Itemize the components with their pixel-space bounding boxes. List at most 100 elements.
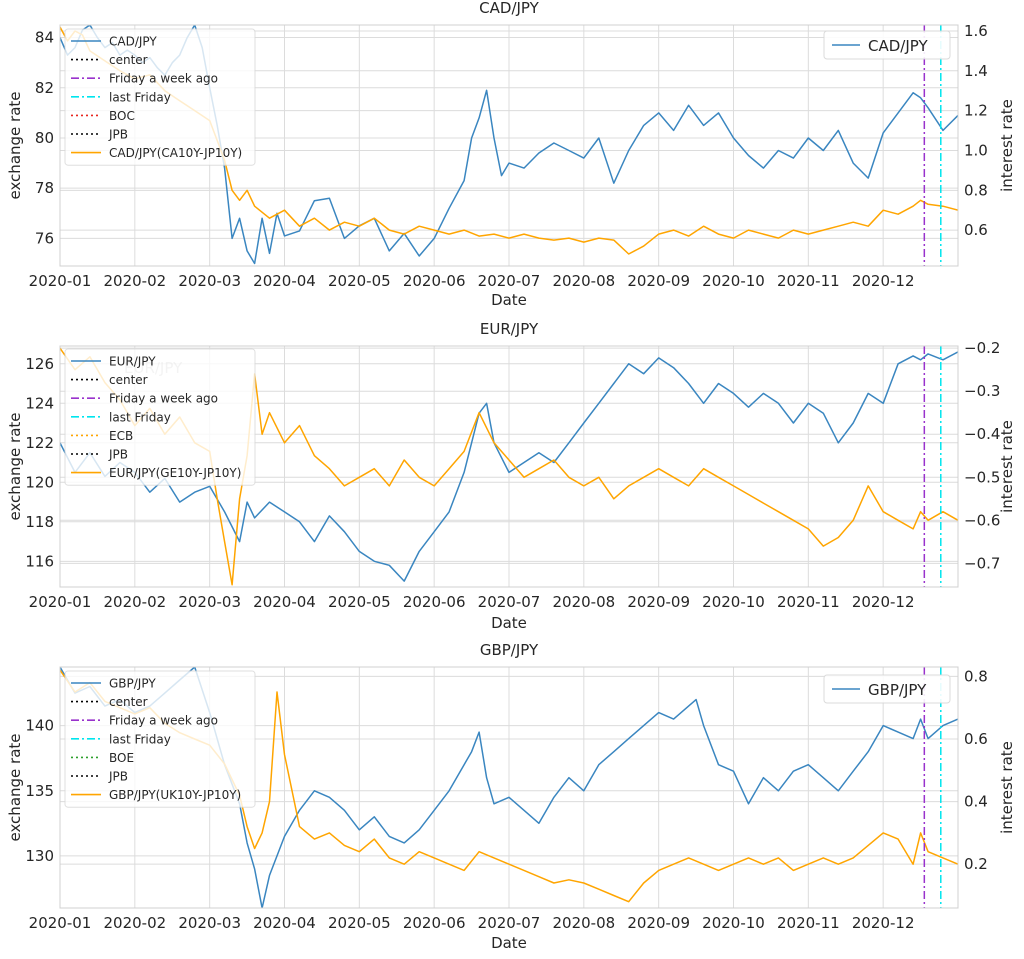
legend-entry-label: BOC <box>109 109 135 123</box>
x-tick-label: 2020-01 <box>29 272 92 290</box>
y-left-tick-label: 126 <box>25 355 54 373</box>
x-tick-label: 2020-03 <box>178 272 241 290</box>
y-left-tick-label: 135 <box>25 782 54 800</box>
x-tick-label: 2020-06 <box>403 914 466 932</box>
legend-entry-label: JPB <box>108 128 128 142</box>
main-legend-box <box>64 670 256 808</box>
y-left-axis-label: exchange rate <box>6 733 24 841</box>
legend-entry-label: last Friday <box>109 732 171 746</box>
x-tick-label: 2020-03 <box>178 593 241 611</box>
secondary-legend-label: GBP/JPY <box>868 681 927 699</box>
x-tick-label: 2020-02 <box>103 272 166 290</box>
legend-entry-label: CAD/JPY(CA10Y-JP10Y) <box>109 146 242 160</box>
y-left-axis-label: exchange rate <box>6 412 24 520</box>
y-left-tick-label: 80 <box>35 129 54 147</box>
main-legend: EUR/JPY center Friday a week ago last Frida… <box>64 348 256 486</box>
legend-entry-label: GBP/JPY(UK10Y-JP10Y) <box>109 788 241 802</box>
y-left-tick-label: 118 <box>25 513 54 531</box>
y-right-tick-label: 1.4 <box>964 62 988 80</box>
x-tick-label: 2020-02 <box>103 914 166 932</box>
y-left-tick-label: 130 <box>25 847 54 865</box>
x-tick-label: 2020-05 <box>328 914 391 932</box>
legend-entry-label: last Friday <box>109 90 171 104</box>
y-left-tick-label: 76 <box>35 229 54 247</box>
legend-entry-label: center <box>109 373 148 387</box>
y-right-tick-label: −0.3 <box>964 382 1000 400</box>
x-tick-label: 2020-11 <box>777 272 840 290</box>
plot-frame <box>59 666 959 909</box>
y-right-tick-label: 0.8 <box>964 181 988 199</box>
y-left-tick-label: 82 <box>35 79 54 97</box>
x-tick-label: 2020-02 <box>103 593 166 611</box>
x-tick-label: 2020-09 <box>627 593 690 611</box>
secondary-legend-box <box>823 30 951 60</box>
x-axis-label: Date <box>491 934 527 952</box>
main-legend-box <box>64 348 256 486</box>
x-axis-label: Date <box>491 614 527 632</box>
x-tick-label: 2020-10 <box>702 272 765 290</box>
plot-frame <box>59 24 959 267</box>
y-right-tick-label: 0.2 <box>964 855 988 873</box>
legend-entry-label: GBP/JPY <box>109 677 156 691</box>
y-right-axis-label: interest rate <box>998 741 1016 834</box>
legend-entry-label: center <box>109 695 148 709</box>
y-left-tick-label: 124 <box>25 394 54 412</box>
y-right-tick-label: −0.2 <box>964 339 1000 357</box>
x-tick-label: 2020-08 <box>552 914 615 932</box>
x-tick-label: 2020-07 <box>478 914 541 932</box>
secondary-legend: GBP/JPY <box>823 674 951 704</box>
plot-frame <box>59 345 959 588</box>
chart-panel-gbp-jpy: GBP/JPY 2020-01 2020-02 2020-03 2020-04 2020-… <box>6 641 1016 952</box>
y-left-tick-label: 116 <box>25 552 54 570</box>
y-right-tick-label: 1.2 <box>964 102 988 120</box>
y-left-tick-label: 122 <box>25 434 54 452</box>
x-tick-label: 2020-04 <box>253 914 316 932</box>
main-legend: GBP/JPY center Friday a week ago last Frida… <box>64 670 256 808</box>
x-tick-label: 2020-04 <box>253 593 316 611</box>
x-tick-label: 2020-03 <box>178 914 241 932</box>
legend-entry-label: center <box>109 53 148 67</box>
y-left-tick-label: 84 <box>35 29 54 47</box>
x-tick-label: 2020-10 <box>702 914 765 932</box>
x-tick-label: 2020-07 <box>478 593 541 611</box>
x-tick-label: 2020-12 <box>852 593 915 611</box>
x-tick-label: 2020-04 <box>253 272 316 290</box>
interest-spread-line <box>60 347 958 586</box>
legend-entry-label: JPB <box>108 770 128 784</box>
y-right-tick-label: −0.6 <box>964 511 1000 529</box>
y-left-tick-label: 140 <box>25 717 54 735</box>
main-legend-box <box>64 28 256 166</box>
x-tick-label: 2020-01 <box>29 914 92 932</box>
x-tick-label: 2020-05 <box>328 593 391 611</box>
legend-entry-label: Friday a week ago <box>109 392 218 406</box>
plot-layer <box>60 346 958 587</box>
secondary-legend-label: CAD/JPY <box>868 37 928 55</box>
chart-title: GBP/JPY <box>480 641 539 659</box>
x-tick-label: 2020-05 <box>328 272 391 290</box>
x-tick-label: 2020-07 <box>478 272 541 290</box>
legend-entry-label: Friday a week ago <box>109 714 218 728</box>
legend-entry-label: Friday a week ago <box>109 72 218 86</box>
x-tick-label: 2020-10 <box>702 593 765 611</box>
legend-entry-label: EUR/JPY <box>109 355 156 369</box>
y-left-axis-label: exchange rate <box>6 91 24 199</box>
legend-entry-label: CAD/JPY <box>109 35 157 49</box>
y-right-tick-label: −0.5 <box>964 468 1000 486</box>
y-right-axis-label: interest rate <box>998 420 1016 513</box>
x-tick-label: 2020-06 <box>403 272 466 290</box>
chart-title: EUR/JPY <box>480 320 539 338</box>
x-tick-label: 2020-09 <box>627 914 690 932</box>
legend-entry-label: BOE <box>109 751 134 765</box>
x-axis-label: Date <box>491 291 527 309</box>
y-right-tick-label: 1.6 <box>964 22 988 40</box>
y-left-tick-label: 78 <box>35 179 54 197</box>
y-right-axis-label: interest rate <box>998 99 1016 192</box>
x-tick-label: 2020-09 <box>627 272 690 290</box>
y-right-tick-label: 0.4 <box>964 793 988 811</box>
x-tick-label: 2020-12 <box>852 272 915 290</box>
y-right-tick-label: 0.6 <box>964 221 988 239</box>
legend-entry-label: JPB <box>108 448 128 462</box>
legend-entry-label: EUR/JPY(GE10Y-JP10Y) <box>109 466 241 480</box>
